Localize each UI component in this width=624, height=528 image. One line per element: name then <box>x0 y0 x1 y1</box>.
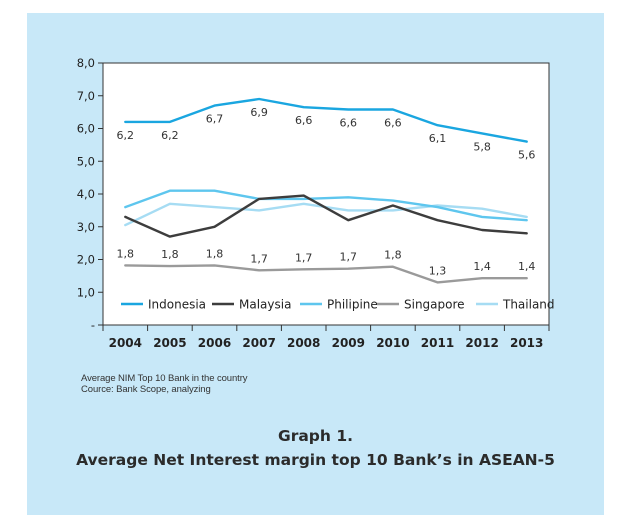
data-label-indonesia: 5,8 <box>473 140 491 153</box>
series-lines <box>124 97 528 284</box>
chart-axes: - 1,0 2,0 3,0 4,0 5,0 6,0 7,0 8,0 2004 2005 2006 200… <box>77 56 550 350</box>
legend-label-singapore: Singapore <box>404 298 465 312</box>
chart-legend: Indonesia Malaysia Philipine Singapore Thail… <box>121 298 555 312</box>
data-label-indonesia: 6,6 <box>384 117 402 130</box>
data-label-singapore: 1,8 <box>117 247 135 260</box>
x-tick-label: 2004 <box>109 336 142 350</box>
data-label-singapore: 1,8 <box>206 247 224 260</box>
y-tick-label: 7,0 <box>77 89 95 103</box>
x-tick-label: 2010 <box>376 336 409 350</box>
y-tick-label: 8,0 <box>77 56 95 70</box>
data-label-indonesia: 6,2 <box>161 129 179 142</box>
data-labels: 6,2 6,2 6,7 6,9 6,6 6,6 6,6 6,1 5,8 5,6 1,8 1,8 1,8 1… <box>117 106 536 277</box>
x-tick-label: 2005 <box>153 336 186 350</box>
figure-title: Average Net Interest margin top 10 Bank’… <box>76 451 555 469</box>
x-tick-label: 2011 <box>421 336 454 350</box>
data-label-indonesia: 5,6 <box>518 149 536 162</box>
data-label-indonesia: 6,9 <box>250 106 268 119</box>
y-tick-label: 2,0 <box>77 253 95 267</box>
x-tick-label: 2013 <box>510 336 543 350</box>
note-line-1: Average NIM Top 10 Bank in the country <box>81 373 248 384</box>
y-tick-label: 4,0 <box>77 187 95 201</box>
y-tick-label: 5,0 <box>77 154 95 168</box>
data-label-singapore: 1,3 <box>429 264 447 277</box>
legend-label-malaysia: Malaysia <box>239 298 291 312</box>
legend-label-indonesia: Indonesia <box>148 298 206 312</box>
note-source: Cource: Bank Scope, analyzing <box>81 384 211 395</box>
data-label-singapore: 1,8 <box>384 249 402 262</box>
x-tick-label: 2012 <box>465 336 498 350</box>
data-label-singapore: 1,8 <box>161 248 179 261</box>
data-label-singapore: 1,7 <box>340 251 358 264</box>
data-label-indonesia: 6,6 <box>340 117 358 130</box>
y-tick-label: 6,0 <box>77 122 95 136</box>
series-line-indonesia <box>124 97 528 143</box>
y-tick-label: 3,0 <box>77 220 95 234</box>
series-line-singapore <box>124 264 528 284</box>
plot-area <box>102 62 550 326</box>
data-label-singapore: 1,4 <box>473 260 491 273</box>
y-tick-label: - <box>91 318 95 332</box>
series-line-philipine <box>124 189 528 222</box>
series-line-malaysia <box>124 194 528 238</box>
data-label-indonesia: 6,1 <box>429 132 447 145</box>
data-label-singapore: 1,7 <box>295 251 313 264</box>
data-label-singapore: 1,4 <box>518 260 536 273</box>
data-label-singapore: 1,7 <box>250 252 268 265</box>
x-tick-label: 2009 <box>332 336 365 350</box>
figure-number: Graph 1. <box>277 427 354 445</box>
x-tick-label: 2006 <box>198 336 231 350</box>
data-label-indonesia: 6,6 <box>295 114 313 127</box>
y-tick-label: 1,0 <box>77 285 95 299</box>
x-tick-label: 2007 <box>242 336 275 350</box>
data-label-indonesia: 6,2 <box>117 129 135 142</box>
chart-note: Average NIM Top 10 Bank in the country C… <box>81 373 248 395</box>
x-tick-label: 2008 <box>287 336 320 350</box>
legend-label-philipine: Philipine <box>327 298 378 312</box>
data-label-indonesia: 6,7 <box>206 113 224 126</box>
legend-label-thailand: Thailand <box>502 298 555 312</box>
